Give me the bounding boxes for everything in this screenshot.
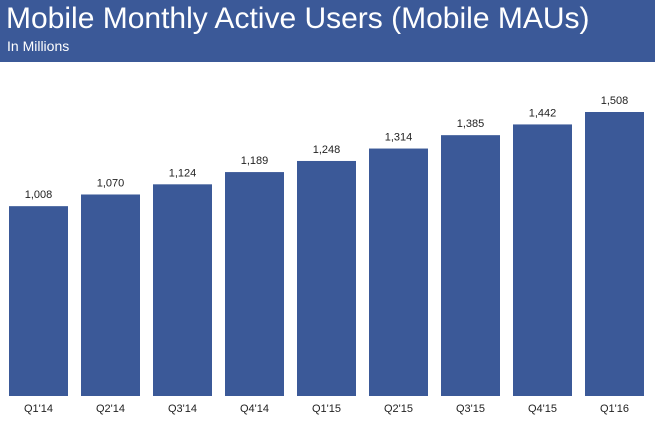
- x-tick-label: Q3'14: [168, 403, 197, 415]
- bar-Q2'15: [369, 148, 428, 396]
- bar-Q1'15: [297, 160, 356, 396]
- bar-Q3'15: [441, 135, 500, 396]
- value-label: 1,314: [385, 132, 413, 144]
- value-label: 1,008: [25, 189, 53, 201]
- chart-header: Mobile Monthly Active Users (Mobile MAUs…: [0, 0, 655, 62]
- x-tick-label: Q4'15: [528, 403, 557, 415]
- bar-Q4'15: [513, 124, 572, 397]
- value-label: 1,070: [97, 177, 125, 189]
- bar-Q4'14: [225, 172, 284, 396]
- x-tick-label: Q1'14: [24, 403, 53, 415]
- value-label: 1,508: [601, 95, 629, 107]
- chart-title: Mobile Monthly Active Users (Mobile MAUs…: [6, 2, 590, 35]
- bar-Q2'14: [81, 194, 140, 396]
- x-tick-label: Q3'15: [456, 403, 485, 415]
- value-label: 1,442: [529, 107, 557, 119]
- value-label: 1,248: [313, 144, 341, 156]
- chart-subtitle: In Millions: [7, 38, 70, 54]
- x-tick-label: Q1'15: [312, 403, 341, 415]
- bar-Q3'14: [153, 184, 212, 396]
- x-tick-label: Q1'16: [600, 403, 629, 415]
- x-tick-label: Q4'14: [240, 403, 269, 415]
- bar-chart: 1,008 Q1'14 1,070 Q2'14 1,124 Q3'14 1,189 Q4'14…: [9, 95, 644, 415]
- x-tick-label: Q2'14: [96, 403, 125, 415]
- bar-Q1'16: [585, 112, 644, 396]
- bar-Q1'14: [9, 206, 68, 396]
- x-tick-label: Q2'15: [384, 403, 413, 415]
- value-label: 1,124: [169, 167, 197, 179]
- value-label: 1,385: [457, 118, 485, 130]
- value-label: 1,189: [241, 155, 269, 167]
